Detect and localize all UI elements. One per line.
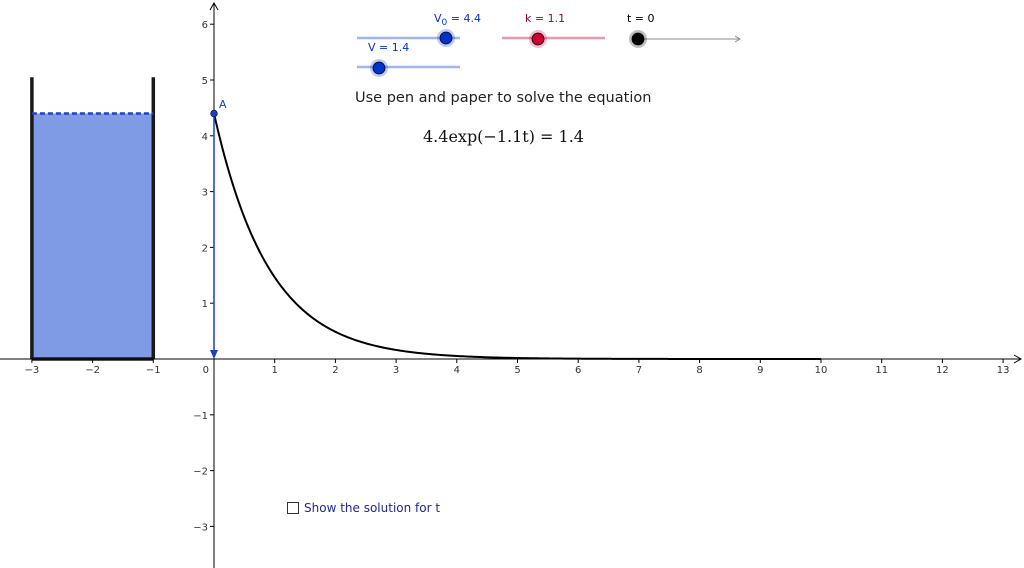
y-tick-label: 5: [202, 76, 208, 87]
y-tick-label: 1: [202, 299, 208, 310]
y-axis-arrow: [209, 1, 219, 11]
x-axis-arrow: [1013, 354, 1023, 364]
slider-v0-handle[interactable]: [439, 31, 453, 45]
slider-v[interactable]: [357, 59, 460, 77]
x-tick-label: 4: [454, 365, 460, 376]
slider-v0[interactable]: [357, 29, 460, 47]
show-solution-label[interactable]: Show the solution for t: [304, 501, 441, 515]
y-tick-label: 3: [202, 188, 208, 199]
x-tick-label: 12: [936, 365, 949, 376]
x-tick-label: 8: [696, 365, 702, 376]
x-tick-label: 9: [757, 365, 763, 376]
instruction-text: Use pen and paper to solve the equation: [355, 90, 652, 106]
x-tick-label: 2: [332, 365, 338, 376]
point-a-vector-arrowhead: [210, 350, 218, 359]
point-a-label: A: [219, 98, 227, 111]
x-tick-label: 3: [393, 365, 399, 376]
tank-water: [31, 113, 154, 359]
equation-text: 4.4exp(−1.1t) = 1.4: [423, 127, 584, 146]
x-tick-label: 10: [815, 365, 828, 376]
x-tick-label: 11: [875, 365, 888, 376]
slider-v0-label-sub: 0: [441, 18, 448, 29]
x-tick-label: −2: [85, 365, 100, 376]
y-tick-label: 6: [202, 20, 208, 31]
x-tick-label: −3: [25, 365, 40, 376]
x-tick-label: 7: [636, 365, 642, 376]
slider-v0-label-main: V: [434, 12, 442, 25]
slider-t[interactable]: [629, 30, 741, 48]
x-tick-label: 0: [203, 365, 209, 376]
x-tick-label: 1: [272, 365, 278, 376]
slider-k-label: k = 1.1: [525, 12, 566, 25]
y-tick-label: 2: [202, 243, 208, 254]
y-axis-ticks: 1 2 3 4 5 6 −1 −2 −3: [193, 20, 214, 533]
y-tick-label: −3: [193, 522, 208, 533]
y-tick-label: −2: [193, 467, 208, 478]
show-solution-checkbox[interactable]: [287, 502, 299, 514]
slider-k-handle[interactable]: [531, 32, 545, 46]
x-tick-label: 6: [575, 365, 581, 376]
x-tick-label: −1: [146, 365, 161, 376]
show-solution-checkbox-row[interactable]: Show the solution for t: [287, 501, 440, 515]
slider-k[interactable]: [502, 30, 605, 48]
x-axis-ticks: −3 −2 −1 0 1 2 3 4 5 6 7 8 9 10 11 12 13: [25, 359, 1010, 376]
x-tick-label: 13: [997, 365, 1010, 376]
slider-v0-label-rest: = 4.4: [447, 12, 481, 25]
y-tick-label: −1: [193, 411, 208, 422]
x-tick-label: 5: [514, 365, 520, 376]
y-tick-label: 4: [202, 132, 208, 143]
decay-curve: [213, 113, 821, 360]
slider-t-handle[interactable]: [631, 32, 645, 46]
slider-t-track-end-arrow: [734, 35, 741, 43]
slider-v-label: V = 1.4: [368, 41, 410, 54]
slider-v-handle[interactable]: [372, 61, 386, 75]
slider-v0-label: V0 = 4.4: [434, 12, 481, 28]
slider-t-label: t = 0: [627, 12, 655, 25]
point-a[interactable]: [210, 109, 218, 118]
